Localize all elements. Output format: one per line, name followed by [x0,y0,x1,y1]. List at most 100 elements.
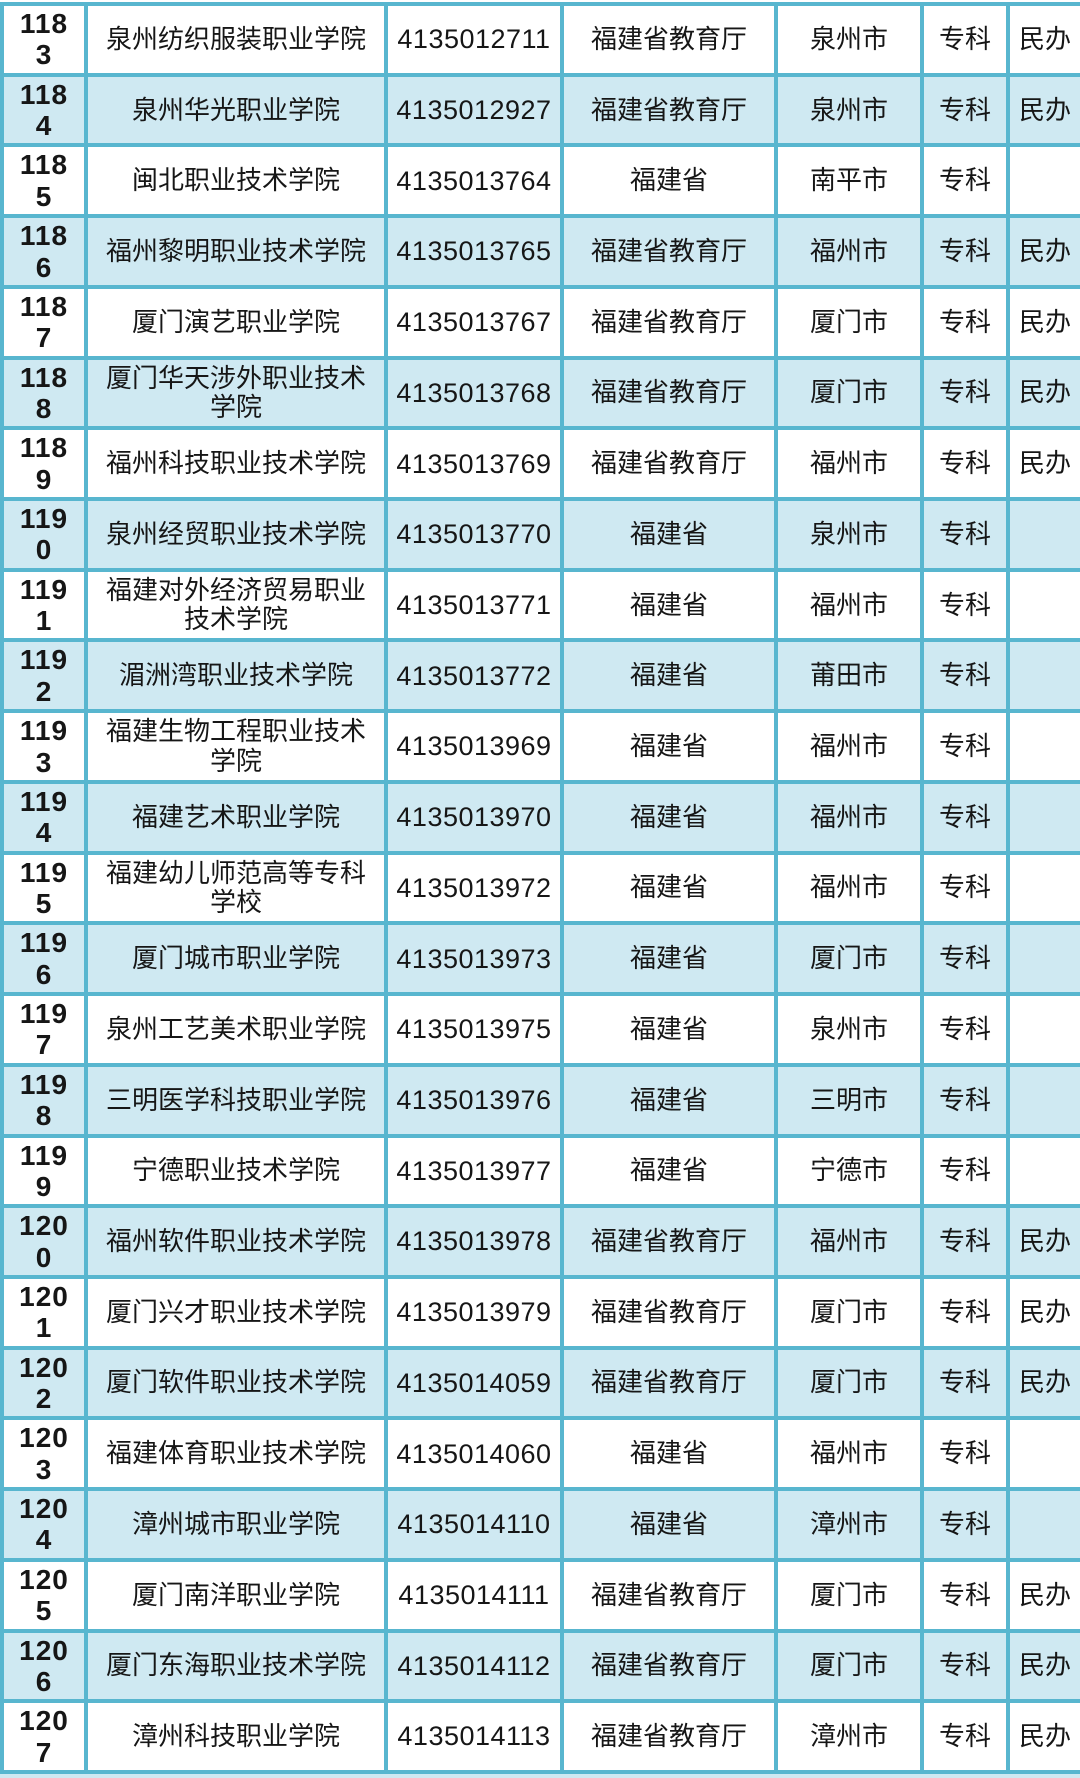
cell-city: 漳州市 [774,1487,924,1562]
cell-city: 厦门市 [774,355,924,431]
cell-institution-name: 厦门兴才职业技术学院 [84,1274,388,1350]
cell-institution-code: 4135014059 [384,1345,564,1421]
cell-institution-code: 4135013975 [384,992,564,1067]
cell-sequence-number: 1206 [0,1628,88,1704]
cell-supervising-authority: 福建省教育厅 [560,426,778,502]
cell-education-level: 专科 [920,1416,1010,1492]
cell-institution-code: 4135013979 [384,1274,564,1350]
cell-institution-name: 泉州华光职业学院 [84,72,388,148]
cell-sequence-number: 1193 [0,709,88,784]
cell-education-level: 专科 [920,284,1010,360]
cell-institution-name: 厦门城市职业学院 [84,921,388,997]
cell-education-level: 专科 [920,1204,1010,1279]
cell-institution-code: 4135013973 [384,921,564,997]
cell-city: 福州市 [774,1204,924,1279]
cell-institution-code: 4135013768 [384,355,564,431]
cell-city: 厦门市 [774,921,924,997]
cell-institution-name: 厦门软件职业技术学院 [84,1345,388,1421]
cell-ownership-remark: 民办 [1006,1204,1080,1279]
table-row: 1186 福州黎明职业技术学院 4135013765 福建省教育厅 福州市 专科 民办 [0,214,1080,289]
table-row: 1206 厦门东海职业技术学院 4135014112 福建省教育厅 厦门市 专科 民办 [0,1628,1080,1704]
cell-institution-name: 福建艺术职业学院 [84,779,388,855]
cell-sequence-number: 1196 [0,921,88,997]
cell-institution-name: 宁德职业技术学院 [84,1133,388,1209]
table-row: 1195 福建幼儿师范高等专科学校 4135013972 福建省 福州市 专科 [0,850,1080,926]
cell-institution-code: 4135013765 [384,214,564,289]
cell-institution-code: 4135013970 [384,779,564,855]
table-row: 1188 厦门华天涉外职业技术学院 4135013768 福建省教育厅 厦门市 专科 民办 [0,355,1080,431]
cell-education-level: 专科 [920,1062,1010,1138]
cell-education-level: 专科 [920,921,1010,997]
cell-institution-name: 福州黎明职业技术学院 [84,214,388,289]
cell-education-level: 专科 [920,1345,1010,1421]
cell-city: 泉州市 [774,2,924,77]
cell-ownership-remark: 民办 [1006,1274,1080,1350]
cell-institution-name: 福建对外经济贸易职业技术学院 [84,567,388,643]
cell-sequence-number: 1202 [0,1345,88,1421]
cell-institution-name: 厦门东海职业技术学院 [84,1628,388,1704]
cell-supervising-authority: 福建省教育厅 [560,2,778,77]
cell-institution-name: 漳州科技职业学院 [84,1699,388,1774]
cell-city: 厦门市 [774,1557,924,1633]
cell-ownership-remark: 民办 [1006,1557,1080,1633]
cell-supervising-authority: 福建省教育厅 [560,1699,778,1774]
cell-supervising-authority: 福建省 [560,497,778,572]
cell-city: 厦门市 [774,1274,924,1350]
cell-ownership-remark: 民办 [1006,72,1080,148]
cell-ownership-remark: 民办 [1006,1699,1080,1774]
cell-supervising-authority: 福建省 [560,921,778,997]
cell-education-level: 专科 [920,1557,1010,1633]
cell-sequence-number: 1197 [0,992,88,1067]
cell-institution-name: 福建幼儿师范高等专科学校 [84,850,388,926]
cell-education-level: 专科 [920,497,1010,572]
cell-institution-name: 福建体育职业技术学院 [84,1416,388,1492]
cell-institution-code: 4135014060 [384,1416,564,1492]
cell-ownership-remark [1006,638,1080,714]
cell-sequence-number: 1207 [0,1699,88,1774]
cell-institution-code: 4135013972 [384,850,564,926]
cell-institution-code: 4135013772 [384,638,564,714]
cell-institution-code: 4135012711 [384,2,564,77]
cell-sequence-number: 1185 [0,143,88,219]
table-row: 1187 厦门演艺职业学院 4135013767 福建省教育厅 厦门市 专科 民办 [0,284,1080,360]
cell-ownership-remark [1006,1062,1080,1138]
table-row: 1199 宁德职业技术学院 4135013977 福建省 宁德市 专科 [0,1133,1080,1209]
cell-institution-code: 4135013769 [384,426,564,502]
table-row: 1197 泉州工艺美术职业学院 4135013975 福建省 泉州市 专科 [0,992,1080,1067]
cell-ownership-remark [1006,921,1080,997]
cropped-next-row-sliver [0,1773,1080,1778]
cell-sequence-number: 1183 [0,2,88,77]
cell-ownership-remark: 民办 [1006,1628,1080,1704]
cell-city: 福州市 [774,567,924,643]
table-row: 1194 福建艺术职业学院 4135013970 福建省 福州市 专科 [0,779,1080,855]
cell-institution-code: 4135013977 [384,1133,564,1209]
cell-city: 福州市 [774,214,924,289]
cell-ownership-remark [1006,567,1080,643]
cell-institution-code: 4135013767 [384,284,564,360]
cell-institution-name: 福州科技职业技术学院 [84,426,388,502]
cell-supervising-authority: 福建省 [560,779,778,855]
cell-supervising-authority: 福建省 [560,143,778,219]
table-row: 1198 三明医学科技职业学院 4135013976 福建省 三明市 专科 [0,1062,1080,1138]
cell-city: 泉州市 [774,497,924,572]
cell-sequence-number: 1190 [0,497,88,572]
cell-supervising-authority: 福建省教育厅 [560,1274,778,1350]
cell-institution-code: 4135014111 [384,1557,564,1633]
cell-city: 南平市 [774,143,924,219]
cell-institution-name: 泉州工艺美术职业学院 [84,992,388,1067]
cell-city: 福州市 [774,850,924,926]
table-row: 1191 福建对外经济贸易职业技术学院 4135013771 福建省 福州市 专科 [0,567,1080,643]
cell-supervising-authority: 福建省教育厅 [560,1345,778,1421]
cell-ownership-remark [1006,143,1080,219]
cell-ownership-remark [1006,1487,1080,1562]
cell-institution-name: 漳州城市职业学院 [84,1487,388,1562]
cell-ownership-remark [1006,1133,1080,1209]
cropped-previous-row-sliver [0,0,1080,2]
cell-education-level: 专科 [920,1487,1010,1562]
cell-city: 厦门市 [774,1628,924,1704]
cell-supervising-authority: 福建省教育厅 [560,72,778,148]
cell-education-level: 专科 [920,1274,1010,1350]
cell-institution-name: 福州软件职业技术学院 [84,1204,388,1279]
cell-education-level: 专科 [920,1628,1010,1704]
cell-city: 莆田市 [774,638,924,714]
